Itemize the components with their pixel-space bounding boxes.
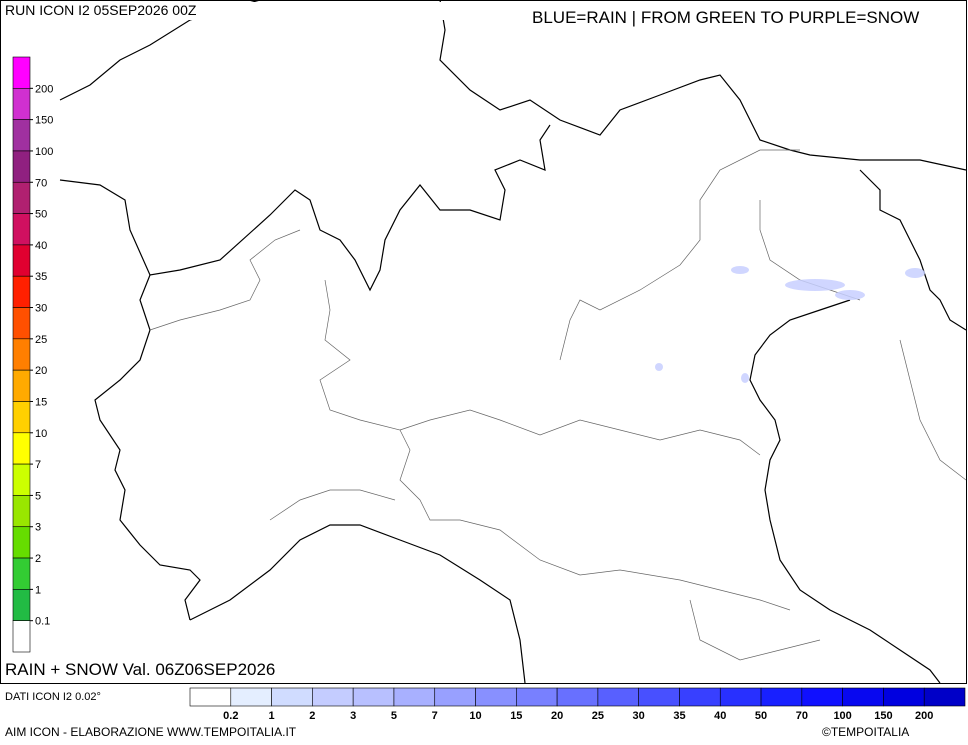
scale-label: 100 (35, 146, 53, 158)
scale-swatch (12, 307, 31, 340)
scale-label: 5 (35, 490, 41, 502)
scale-swatch (12, 275, 31, 308)
scale-swatch (12, 213, 31, 246)
scale-swatch (12, 495, 31, 528)
rain-scale: 0.2 1 2 3 5 7 10 15 20 25 30 35 40 50 70 100 150 200 (189, 687, 966, 722)
coastline (189, 169, 967, 684)
scale-swatch (760, 687, 803, 707)
scale-label: 30 (35, 303, 47, 315)
scale-label: 100 (833, 710, 851, 722)
scale-swatch (12, 119, 31, 152)
scale-label: 25 (35, 334, 47, 346)
scale-label: 2 (35, 553, 41, 565)
scale-swatch (271, 687, 313, 707)
snow-scale: 200 150 100 70 50 40 35 30 25 20 15 10 7 5 3 2 1 0.1 (12, 56, 53, 653)
map (0, 0, 967, 684)
scale-label: 200 (35, 83, 53, 95)
scale-label: 10 (469, 710, 481, 722)
scale-swatch (556, 687, 599, 707)
scale-swatch (923, 687, 966, 707)
country-border (94, 274, 201, 621)
scale-swatch (352, 687, 395, 707)
scale-swatch (516, 687, 558, 707)
country-border (59, 124, 551, 292)
scale-swatch (434, 687, 476, 707)
scale-label: 10 (35, 428, 47, 440)
scale-swatch (12, 56, 31, 89)
scale-swatch (638, 687, 680, 707)
copyright: ©TEMPOITALIA (822, 725, 909, 739)
scale-label: 150 (874, 710, 892, 722)
run-label: RUN ICON I2 05SEP2026 00Z (5, 2, 197, 18)
scale-swatch (801, 687, 843, 707)
scale-label: 15 (35, 396, 47, 408)
scale-label: 7 (432, 710, 438, 722)
scale-label: 3 (35, 522, 41, 534)
product-label: RAIN + SNOW Val. 06Z06SEP2026 (5, 660, 275, 679)
scale-swatch (475, 687, 517, 707)
scale-label: 70 (796, 710, 808, 722)
scale-swatch (12, 463, 31, 496)
legend-note: BLUE=RAIN | FROM GREEN TO PURPLE=SNOW (532, 8, 919, 27)
scale-label: 20 (551, 710, 563, 722)
scale-label: 30 (633, 710, 645, 722)
scale-swatch (679, 687, 721, 707)
scale-swatch (12, 589, 31, 621)
map-frame (0, 0, 967, 684)
scale-label: 150 (35, 115, 53, 127)
region-border (149, 149, 967, 661)
header-bg (2, 2, 528, 20)
scale-swatch (883, 687, 925, 707)
scale-label: 40 (714, 710, 726, 722)
scale-label: 2 (309, 710, 315, 722)
note-bg (529, 4, 966, 30)
scale-label: 25 (592, 710, 604, 722)
scale-swatch (12, 338, 31, 371)
scale-label: 35 (673, 710, 685, 722)
scale-swatch (12, 526, 31, 559)
scale-label: 3 (350, 710, 356, 722)
product-bg (2, 657, 322, 679)
scale-swatch (12, 369, 31, 402)
scale-label: 50 (755, 710, 767, 722)
data-source: DATI ICON I2 0.02° (5, 691, 101, 703)
scale-label: 0.1 (35, 616, 50, 628)
scale-label: 50 (35, 209, 47, 221)
scale-label: 15 (510, 710, 522, 722)
scale-swatch (12, 88, 31, 120)
scale-swatch (12, 620, 31, 653)
scale-label: 70 (35, 177, 47, 189)
scale-label: 35 (35, 271, 47, 283)
scale-label: 1 (269, 710, 275, 722)
scale-label: 0.2 (223, 710, 238, 722)
scale-label: 200 (915, 710, 933, 722)
scale-swatch (597, 687, 639, 707)
scale-swatch (393, 687, 436, 707)
scale-swatch (230, 687, 272, 707)
scale-swatch (719, 687, 762, 707)
scale-label: 7 (35, 459, 41, 471)
scale-label: 5 (391, 710, 397, 722)
scale-swatch (189, 687, 232, 707)
scale-label: 1 (35, 584, 41, 596)
scale-label: 20 (35, 365, 47, 377)
rain-area (655, 266, 925, 383)
scale-swatch (312, 687, 354, 707)
scale-swatch (12, 432, 31, 465)
credit: AIM ICON - ELABORAZIONE WWW.TEMPOITALIA.… (5, 725, 297, 739)
scale-swatch (12, 401, 31, 434)
scale-label: 40 (35, 240, 47, 252)
scale-swatch (12, 181, 31, 214)
scale-swatch (12, 150, 31, 183)
scale-swatch (842, 687, 884, 707)
scale-swatch (12, 557, 31, 590)
scale-swatch (12, 244, 31, 277)
